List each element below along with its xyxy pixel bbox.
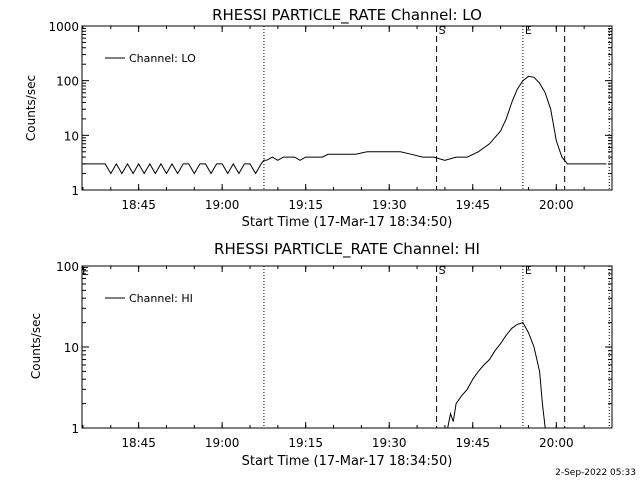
y-tick-label: 10 bbox=[64, 129, 79, 143]
chart-lo-xlabel: Start Time (17-Mar-17 18:34:50) bbox=[242, 215, 453, 230]
x-tick-label: 19:15 bbox=[288, 198, 323, 212]
chart-lo-ylabel: Counts/sec bbox=[24, 75, 38, 141]
chart-hi-ticks: 18:45 19:00 19:15 19:30 19:45 20:00 1 10 100 bbox=[56, 260, 613, 450]
chart-hi-corner-label: E bbox=[82, 265, 89, 278]
chart-lo-legend-label: Channel: LO bbox=[129, 52, 196, 65]
chart-lo-plot-frame bbox=[81, 25, 613, 191]
x-tick-label: 20:00 bbox=[539, 436, 574, 450]
marker-label: E bbox=[525, 264, 532, 277]
chart-hi-ylabel: Counts/sec bbox=[29, 313, 43, 379]
x-tick-label: 19:00 bbox=[205, 436, 240, 450]
chart-hi-xlabel: Start Time (17-Mar-17 18:34:50) bbox=[242, 454, 453, 469]
x-tick-label: 19:30 bbox=[372, 436, 407, 450]
chart-hi: RHESSI PARTICLE_RATE Channel: HI Counts/… bbox=[29, 240, 613, 469]
y-tick-label: 1 bbox=[71, 184, 79, 198]
x-tick-label: 20:00 bbox=[539, 198, 574, 212]
series-line bbox=[82, 75, 607, 175]
y-tick-label: 10 bbox=[64, 341, 79, 355]
y-tick-label: 100 bbox=[56, 260, 79, 274]
chart-lo-title: RHESSI PARTICLE_RATE Channel: LO bbox=[212, 6, 482, 25]
series-line bbox=[447, 321, 546, 429]
chart-lo-ticks: 18:45 19:00 19:15 19:30 19:45 20:00 1 10 100 1000 bbox=[48, 20, 613, 212]
chart-hi-series bbox=[447, 321, 546, 429]
x-tick-label: 18:45 bbox=[121, 436, 156, 450]
date-stamp: 2-Sep-2022 05:33 bbox=[555, 468, 636, 478]
y-tick-label: 1 bbox=[71, 422, 79, 436]
x-tick-label: 19:45 bbox=[455, 198, 490, 212]
marker-label: E bbox=[525, 24, 532, 37]
y-tick-label: 100 bbox=[56, 75, 79, 89]
chart-hi-plot-frame bbox=[81, 265, 613, 429]
chart-lo-series bbox=[82, 75, 607, 175]
x-tick-label: 18:45 bbox=[121, 198, 156, 212]
chart-lo: RHESSI PARTICLE_RATE Channel: LO Counts/… bbox=[24, 6, 613, 230]
chart-lo-legend: Channel: LO bbox=[105, 52, 196, 65]
x-tick-label: 19:45 bbox=[455, 436, 490, 450]
x-tick-label: 19:15 bbox=[288, 436, 323, 450]
x-tick-label: 19:30 bbox=[372, 198, 407, 212]
chart-hi-legend: Channel: HI bbox=[105, 292, 193, 305]
marker-label: S bbox=[439, 24, 446, 37]
y-tick-label: 1000 bbox=[48, 20, 79, 34]
chart-hi-legend-label: Channel: HI bbox=[129, 292, 193, 305]
marker-label: S bbox=[439, 264, 446, 277]
chart-hi-title: RHESSI PARTICLE_RATE Channel: HI bbox=[214, 240, 480, 259]
x-tick-label: 19:00 bbox=[205, 198, 240, 212]
